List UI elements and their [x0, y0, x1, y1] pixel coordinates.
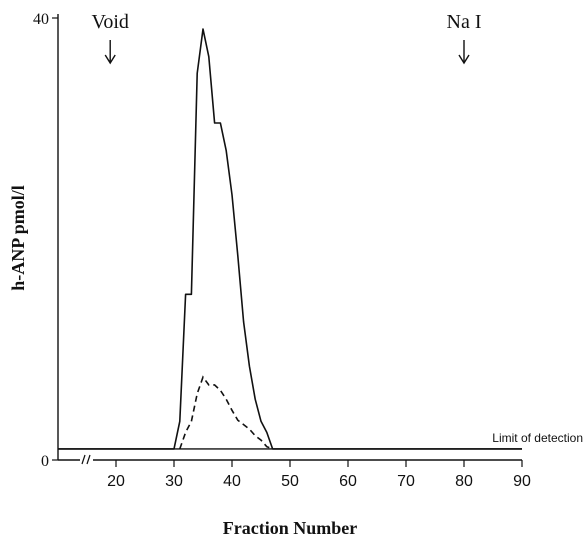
axis-break-mark — [81, 454, 91, 465]
marker-group: Void Na I — [91, 11, 482, 65]
x-tick-label: 60 — [339, 473, 357, 490]
marker-label: Void — [91, 11, 128, 33]
detection-limit-label: Limit of detection — [492, 431, 583, 445]
x-ticks: 20 30 40 50 60 70 80 90 — [107, 460, 531, 490]
y-axis-label: h-ANP pmol/l — [8, 185, 28, 291]
x-tick-label: 70 — [397, 473, 415, 490]
series-line-solid — [58, 28, 522, 450]
x-tick-label: 50 — [281, 473, 299, 490]
marker-arrow — [104, 40, 116, 65]
y-ticks: 0 40 — [33, 11, 58, 470]
x-axis-label: Fraction Number — [223, 518, 357, 538]
marker-arrow — [458, 40, 470, 65]
x-tick-label: 30 — [165, 473, 183, 490]
y-tick-label: 0 — [41, 453, 49, 470]
x-tick-label: 20 — [107, 473, 125, 490]
x-tick-label: 40 — [223, 473, 241, 490]
detection-limit: Limit of detection — [58, 431, 583, 450]
y-tick-label: 40 — [33, 11, 49, 28]
series-group — [58, 28, 522, 450]
x-tick-label: 90 — [513, 473, 531, 490]
x-tick-label: 80 — [455, 473, 473, 490]
marker-label: Na I — [447, 11, 482, 33]
